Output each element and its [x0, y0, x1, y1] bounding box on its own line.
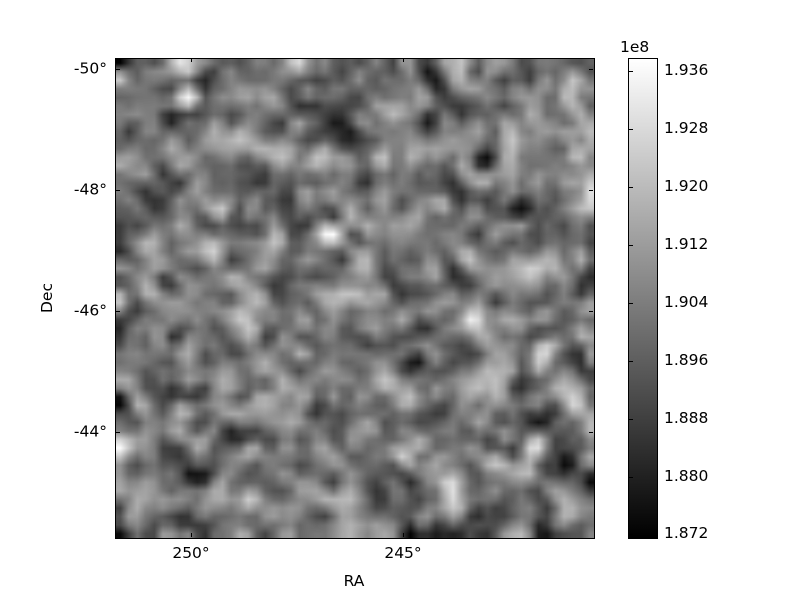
- x-tick-0: [191, 533, 192, 537]
- colorbar-tick-2: [629, 187, 633, 188]
- y-tick-1: [116, 190, 120, 191]
- colorbar-tick-label-2: 1.920: [664, 177, 709, 195]
- y-tick-label-0: -50°: [73, 59, 107, 78]
- y-tick-right-2: [589, 311, 593, 312]
- colorbar-tick-3: [629, 245, 633, 246]
- y-axis-label: Dec: [38, 283, 56, 313]
- colorbar-tick-label-0: 1.936: [664, 61, 709, 79]
- x-tick-label-0: 250°: [172, 544, 210, 562]
- y-tick-label-3: -44°: [73, 422, 107, 441]
- colorbar-tick-label-1: 1.928: [664, 119, 709, 137]
- sky-map-axes[interactable]: [115, 58, 595, 539]
- x-axis-label: RA: [343, 572, 365, 590]
- y-tick-label-1: -48°: [73, 180, 107, 199]
- colorbar-tick-8: [629, 534, 633, 535]
- x-tick-1: [403, 533, 404, 537]
- y-tick-right-3: [589, 432, 593, 433]
- y-tick-right-1: [589, 190, 593, 191]
- y-tick-3: [116, 432, 120, 433]
- colorbar-tick-label-7: 1.880: [664, 467, 709, 485]
- colorbar[interactable]: [628, 58, 658, 539]
- colorbar-tick-label-3: 1.912: [664, 235, 709, 253]
- colorbar-offset-text: 1e8: [620, 38, 650, 56]
- y-tick-2: [116, 311, 120, 312]
- colorbar-tick-6: [629, 419, 633, 420]
- colorbar-tick-7: [629, 477, 633, 478]
- colorbar-tick-1: [629, 129, 633, 130]
- y-tick-0: [116, 69, 120, 70]
- colorbar-tick-4: [629, 303, 633, 304]
- colorbar-tick-0: [629, 71, 633, 72]
- colorbar-tick-label-8: 1.872: [664, 524, 709, 542]
- colorbar-tick-label-5: 1.896: [664, 351, 709, 369]
- y-tick-right-0: [589, 69, 593, 70]
- x-tick-label-1: 245°: [384, 544, 422, 562]
- y-tick-label-2: -46°: [73, 301, 107, 320]
- x-tick-top-1: [403, 58, 404, 62]
- x-tick-top-0: [191, 58, 192, 62]
- colorbar-tick-label-6: 1.888: [664, 409, 709, 427]
- colorbar-tick-5: [629, 361, 633, 362]
- colorbar-tick-label-4: 1.904: [664, 293, 709, 311]
- sky-map-image: [116, 59, 594, 538]
